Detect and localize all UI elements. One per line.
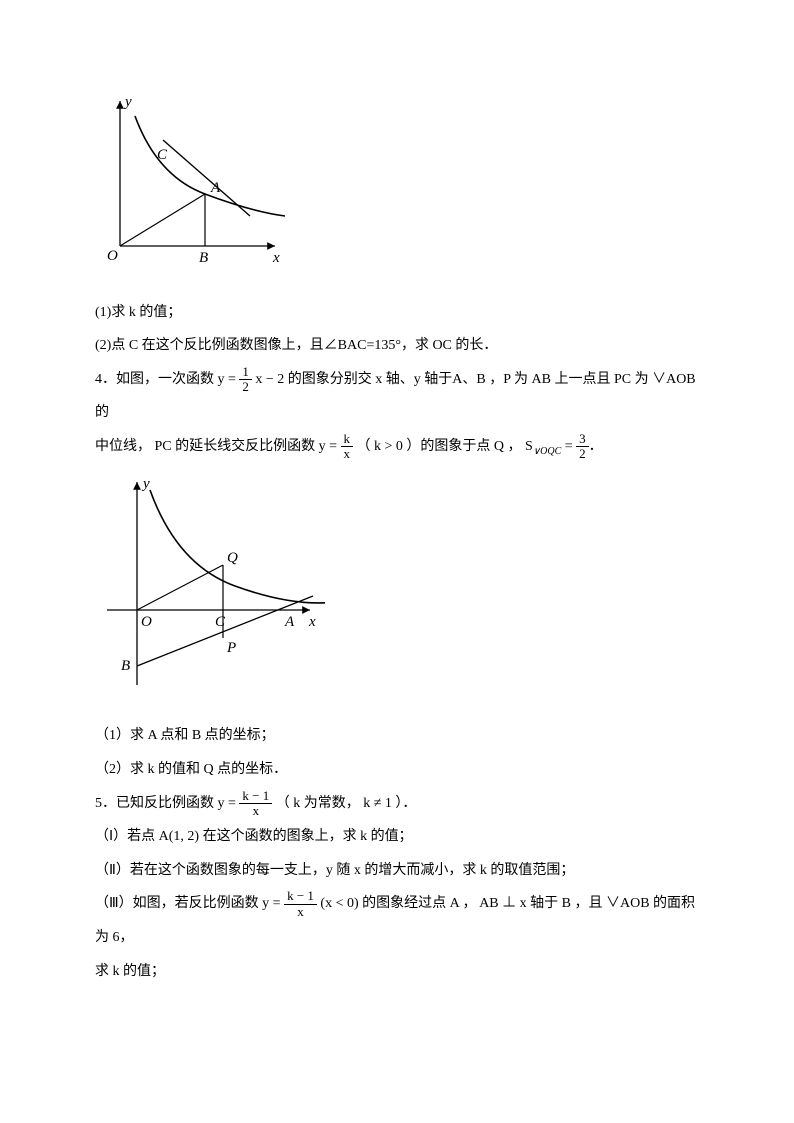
- label-O: O: [107, 248, 118, 264]
- q4-text-f: ．: [589, 439, 603, 454]
- label-B2: B: [121, 658, 130, 674]
- label-y: y: [123, 94, 132, 110]
- q4-text-a: 4．如图，一次函数 y =: [95, 372, 236, 387]
- fraction-k1x-2: k − 1 x: [284, 889, 317, 919]
- label-P: P: [226, 640, 236, 656]
- q1-part1: (1)求 k 的值；: [95, 296, 699, 330]
- q4-subscript: ∨OQC: [533, 446, 561, 457]
- q5-part-I: （Ⅰ）若点 A(1, 2) 在这个函数的图象上，求 k 的值；: [95, 820, 699, 854]
- q5-part-III-cont: 求 k 的值；: [95, 955, 699, 989]
- fraction-k1x-1: k − 1 x: [239, 789, 272, 819]
- label-x2: x: [308, 614, 316, 630]
- label-C: C: [157, 147, 168, 163]
- q5-intro: 5．已知反比例函数 y = k − 1 x （ k 为常数， k ≠ 1 ）．: [95, 787, 699, 821]
- figure-1: y C A O B x: [95, 86, 699, 290]
- q4-sub1: （1）求 A 点和 B 点的坐标；: [95, 719, 699, 753]
- q5-text-a: 5．已知反比例函数 y =: [95, 796, 236, 811]
- q5-part-II: （Ⅱ）若在这个函数图象的每一支上，y 随 x 的增大而减小，求 k 的取值范围；: [95, 854, 699, 888]
- label-y2: y: [141, 476, 150, 492]
- figure-2: y Q O C A x B P: [95, 470, 699, 714]
- q4-sub2: （2）求 k 的值和 Q 点的坐标．: [95, 753, 699, 787]
- q4-intro-line2: 中位线， PC 的延长线交反比例函数 y = k x （ k > 0 ）的图象于…: [95, 430, 699, 464]
- q4-text-d: （ k > 0 ）的图象于点 Q ， S: [357, 439, 533, 454]
- fraction-kx: k x: [341, 432, 354, 462]
- label-x: x: [272, 250, 280, 266]
- label-A: A: [210, 180, 221, 196]
- label-A2: A: [284, 614, 295, 630]
- q4-text-e: =: [561, 439, 572, 454]
- label-B: B: [199, 250, 208, 266]
- q5-text-b: （ k 为常数， k ≠ 1 ）．: [276, 796, 417, 811]
- q5-III-a: （Ⅲ）如图，若反比例函数 y =: [95, 896, 281, 911]
- q5-part-III: （Ⅲ）如图，若反比例函数 y = k − 1 x (x < 0) 的图象经过点 …: [95, 887, 699, 954]
- label-C2: C: [215, 614, 226, 630]
- fraction-half: 1 2: [239, 365, 252, 395]
- fraction-3-2: 3 2: [576, 432, 589, 462]
- label-Q: Q: [227, 550, 238, 566]
- label-O2: O: [141, 614, 152, 630]
- q1-part2: (2)点 C 在这个反比例函数图像上，且∠BAC=135°，求 OC 的长．: [95, 329, 699, 363]
- q4-text-c: 中位线， PC 的延长线交反比例函数 y =: [95, 439, 337, 454]
- q4-intro-line1: 4．如图，一次函数 y = 1 2 x − 2 的图象分别交 x 轴、y 轴于A…: [95, 363, 699, 430]
